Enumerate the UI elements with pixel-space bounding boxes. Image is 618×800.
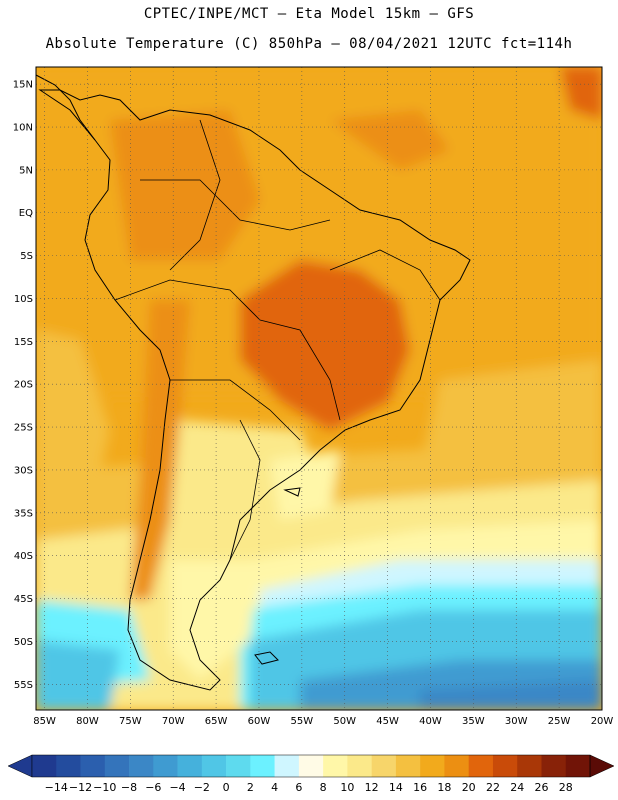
colorbar-label: 26 xyxy=(534,781,548,794)
map-title-line1: CPTEC/INPE/MCT – Eta Model 15km – GFS xyxy=(143,6,475,22)
colorbar: −14 −12 −10 −8 −6 −4 −2 0 2 4 6 8 10 12 14 16 18 20 22 24 26… xyxy=(7,754,615,794)
colorbar-swatch xyxy=(517,755,542,777)
lat-label: 15N xyxy=(13,80,33,91)
lon-label: 75W xyxy=(119,716,142,727)
colorbar-swatch xyxy=(420,755,445,777)
lat-label: 35S xyxy=(14,508,33,519)
lon-label: 80W xyxy=(76,716,99,727)
colorbar-label: −12 xyxy=(69,781,92,794)
longitude-labels: 85W 80W 75W 70W 65W 60W 55W 50W 45W 40W 35W 30W 25W 2… xyxy=(33,716,613,727)
colorbar-label: 14 xyxy=(389,781,403,794)
lat-label: 20S xyxy=(14,380,33,391)
colorbar-label: −2 xyxy=(194,781,210,794)
colorbar-label: 12 xyxy=(365,781,379,794)
colorbar-label: 28 xyxy=(559,781,573,794)
colorbar-label: −8 xyxy=(121,781,137,794)
colorbar-label: 20 xyxy=(462,781,476,794)
map-title-line2: Absolute Temperature (C) 850hPa – 08/04/… xyxy=(45,36,573,52)
lat-label: 30S xyxy=(14,465,33,476)
lon-label: 60W xyxy=(248,716,271,727)
lon-label: 70W xyxy=(162,716,185,727)
lat-label: 50S xyxy=(14,637,33,648)
lat-label: 40S xyxy=(14,551,33,562)
colorbar-swatch xyxy=(274,755,300,777)
colorbar-swatch xyxy=(492,755,518,777)
colorbar-swatch xyxy=(104,755,130,777)
colorbar-label: −6 xyxy=(145,781,161,794)
lat-label: 55S xyxy=(14,680,33,691)
colorbar-label: 16 xyxy=(413,781,427,794)
colorbar-label: 24 xyxy=(510,781,524,794)
colorbar-label: −10 xyxy=(93,781,116,794)
colorbar-under-triangle xyxy=(7,754,33,778)
lat-label: 10S xyxy=(14,294,33,305)
lon-label: 45W xyxy=(376,716,399,727)
colorbar-swatch xyxy=(371,755,397,777)
lon-label: 85W xyxy=(33,716,56,727)
lon-label: 25W xyxy=(548,716,571,727)
colorbar-label: 10 xyxy=(340,781,354,794)
colorbar-label: −14 xyxy=(45,781,68,794)
colorbar-label: 22 xyxy=(486,781,500,794)
colorbar-label: 8 xyxy=(320,781,327,794)
lon-label: 30W xyxy=(505,716,528,727)
colorbar-swatch xyxy=(250,755,275,777)
colorbar-swatch xyxy=(565,755,591,777)
colorbar-frame xyxy=(31,754,591,778)
lon-label: 65W xyxy=(205,716,228,727)
lon-label: 35W xyxy=(462,716,485,727)
colorbar-label: −4 xyxy=(169,781,185,794)
temperature-field xyxy=(36,67,602,710)
colorbar-over-triangle xyxy=(589,754,615,778)
lat-label: EQ xyxy=(19,208,33,219)
lat-label: 15S xyxy=(14,337,33,348)
lon-label: 50W xyxy=(333,716,356,727)
colorbar-swatch xyxy=(444,755,469,777)
colorbar-label: 18 xyxy=(437,781,451,794)
colorbar-swatch xyxy=(201,755,227,777)
lat-label: 5S xyxy=(20,251,33,262)
colorbar-label: 0 xyxy=(223,781,230,794)
colorbar-swatch xyxy=(56,755,81,777)
lat-label: 5N xyxy=(19,165,33,176)
lat-label: 10N xyxy=(13,123,33,134)
lon-label: 55W xyxy=(291,716,314,727)
colorbar-swatch xyxy=(347,755,372,777)
colorbar-swatch xyxy=(541,755,567,777)
colorbar-swatch xyxy=(153,755,178,777)
colorbar-swatch xyxy=(129,755,154,777)
colorbar-swatch xyxy=(323,755,348,777)
colorbar-swatch xyxy=(32,755,57,777)
colorbar-swatch xyxy=(226,755,251,777)
lon-label: 20W xyxy=(591,716,614,727)
colorbar-swatch xyxy=(468,755,494,777)
map-frame xyxy=(35,66,603,711)
lon-label: 40W xyxy=(419,716,442,727)
latitude-labels: 15N 10N 5N EQ 5S 10S 15S 20S 25S 30S 35S 40S 45S 50S 5… xyxy=(13,80,33,691)
colorbar-swatch xyxy=(395,755,421,777)
colorbar-label: 4 xyxy=(271,781,278,794)
colorbar-label: 6 xyxy=(295,781,302,794)
lat-label: 25S xyxy=(14,423,33,434)
colorbar-swatch xyxy=(177,755,203,777)
colorbar-swatch xyxy=(298,755,324,777)
colorbar-swatch xyxy=(80,755,106,777)
colorbar-label: 2 xyxy=(247,781,254,794)
lat-label: 45S xyxy=(14,594,33,605)
